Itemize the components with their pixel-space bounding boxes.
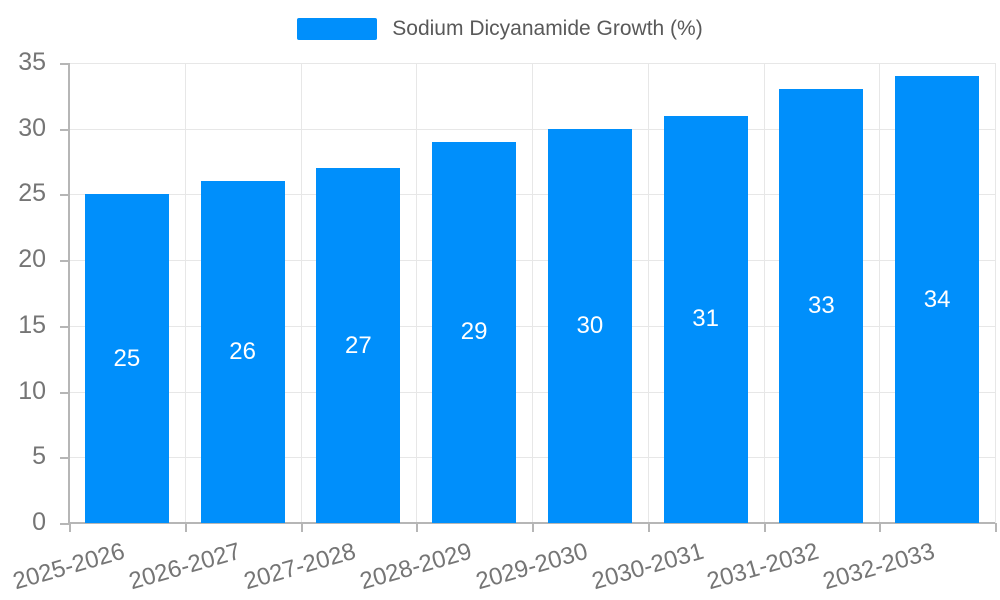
x-axis-tick: [647, 523, 650, 532]
gridline-vertical: [532, 63, 533, 523]
gridline-vertical: [763, 63, 765, 523]
y-axis-tick-label: 15: [18, 310, 46, 339]
y-axis-tick: [60, 391, 69, 394]
x-axis-tick-label: 2030-2031: [588, 537, 707, 596]
y-axis-tick: [60, 128, 69, 131]
bar[interactable]: [84, 194, 169, 523]
bar[interactable]: [316, 168, 401, 523]
x-axis-tick: [416, 523, 419, 532]
y-axis-tick: [60, 523, 69, 525]
bar[interactable]: [547, 128, 632, 523]
bar-value-label: 25: [113, 344, 141, 372]
y-axis-tick-label: 0: [32, 508, 46, 536]
x-axis-tick-label: 2029-2030: [472, 537, 591, 596]
gridline-vertical: [300, 63, 302, 523]
x-axis-tick-label: 2027-2028: [241, 537, 360, 596]
x-axis-tick-label: 2032-2033: [820, 537, 938, 596]
bar-value-label: 29: [460, 318, 488, 346]
bar-value-label: 27: [345, 331, 372, 359]
legend-label: Sodium Dicyanamide Growth (%): [392, 17, 703, 40]
x-axis-tick: [763, 523, 766, 532]
y-axis-tick-label: 10: [18, 376, 46, 405]
y-axis-tick: [60, 260, 69, 263]
x-axis-tick: [300, 523, 303, 532]
bar-value-label: 34: [923, 285, 951, 313]
bar[interactable]: [663, 115, 748, 523]
y-axis-tick: [60, 63, 69, 65]
x-axis-tick: [184, 523, 187, 532]
x-axis-tick: [532, 523, 534, 532]
bar[interactable]: [895, 76, 980, 523]
x-axis-tick-label: 2031-2032: [704, 537, 823, 596]
legend[interactable]: Sodium Dicyanamide Growth (%): [0, 18, 1000, 40]
x-axis-tick: [995, 523, 997, 532]
bar[interactable]: [432, 141, 517, 523]
y-axis-tick: [60, 194, 69, 197]
y-axis-tick: [60, 325, 69, 328]
gridline-vertical: [995, 63, 996, 523]
bar-value-label: 33: [808, 292, 835, 320]
bar[interactable]: [200, 181, 285, 523]
bar[interactable]: [779, 89, 864, 523]
gridline-vertical: [184, 63, 186, 523]
x-axis-tick: [69, 523, 71, 532]
x-axis-tick-label: 2026-2027: [125, 537, 244, 596]
y-axis-tick-label: 5: [32, 442, 46, 471]
x-axis-tick-label: 2025-2026: [9, 537, 128, 596]
bar-value-label: 30: [576, 311, 604, 339]
x-axis-tick: [879, 523, 882, 532]
y-axis-tick-label: 25: [18, 179, 46, 208]
x-axis-tick-label: 2028-2029: [357, 537, 475, 596]
y-axis-tick-label: 30: [18, 113, 46, 142]
bar-value-label: 26: [229, 338, 256, 366]
legend-swatch-icon: [297, 18, 378, 40]
y-axis-tick-label: 20: [18, 245, 46, 274]
gridline-vertical: [647, 63, 649, 523]
gridline-vertical: [416, 63, 418, 523]
y-axis-tick: [60, 457, 69, 460]
x-axis-line: [69, 522, 995, 524]
y-axis-tick-label: 35: [18, 48, 46, 76]
gridline-vertical: [879, 63, 881, 523]
bar-value-label: 31: [692, 305, 719, 333]
y-axis-line: [68, 63, 70, 523]
